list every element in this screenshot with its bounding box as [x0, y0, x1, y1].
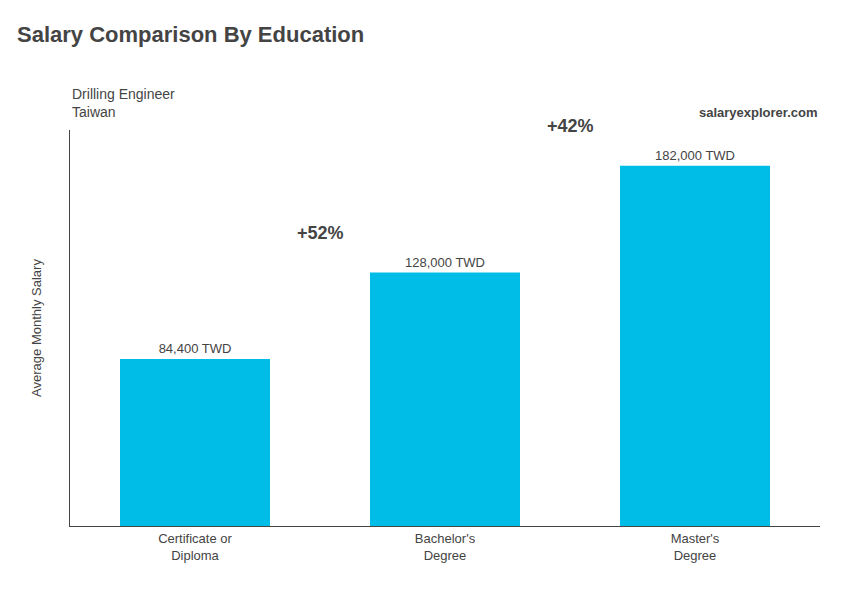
svg-text:Certificate orDiploma: Certificate orDiploma — [158, 531, 232, 563]
svg-text:Average Monthly Salary: Average Monthly Salary — [29, 259, 44, 397]
svg-text:+42%: +42% — [547, 116, 594, 136]
svg-text:128,000 TWD: 128,000 TWD — [405, 255, 485, 270]
svg-text:+52%: +52% — [297, 223, 344, 243]
svg-text:Salary Comparison By Education: Salary Comparison By Education — [17, 22, 364, 47]
svg-text:Bachelor'sDegree: Bachelor'sDegree — [415, 531, 476, 563]
svg-text:Master'sDegree: Master'sDegree — [671, 531, 720, 563]
svg-text:84,400 TWD: 84,400 TWD — [159, 341, 232, 356]
svg-text:Drilling EngineerTaiwan: Drilling EngineerTaiwan — [72, 86, 175, 120]
svg-text:salaryexplorer.com: salaryexplorer.com — [699, 105, 818, 120]
svg-text:182,000 TWD: 182,000 TWD — [655, 148, 735, 163]
